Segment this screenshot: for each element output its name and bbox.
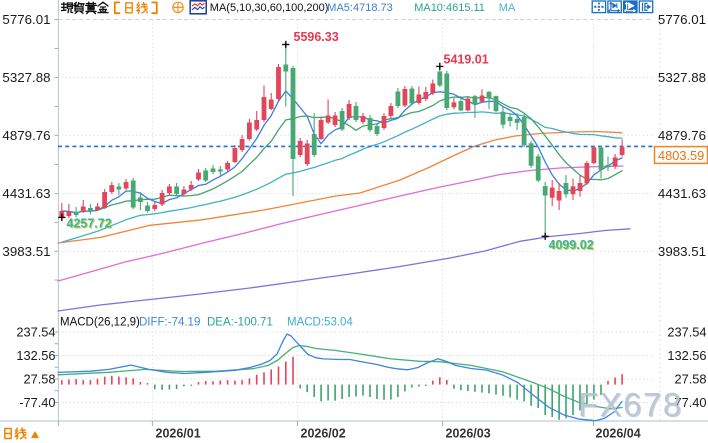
svg-text:5776.01: 5776.01 bbox=[658, 12, 706, 27]
svg-text:MA10:4615.11: MA10:4615.11 bbox=[414, 2, 485, 14]
svg-text:MACD(26,12,9): MACD(26,12,9) bbox=[60, 317, 140, 329]
svg-text:DIFF:-74.19: DIFF:-74.19 bbox=[139, 317, 200, 329]
svg-text:237.54: 237.54 bbox=[16, 325, 55, 340]
svg-text:5327.88: 5327.88 bbox=[2, 70, 50, 85]
svg-text:132.56: 132.56 bbox=[667, 348, 706, 363]
svg-text:237.54: 237.54 bbox=[667, 325, 706, 340]
svg-text:DEA:-100.71: DEA:-100.71 bbox=[207, 317, 273, 329]
svg-text:27.58: 27.58 bbox=[674, 372, 706, 387]
svg-text:4803.59: 4803.59 bbox=[658, 148, 704, 163]
svg-text:5776.01: 5776.01 bbox=[2, 12, 50, 27]
svg-text:4257.72: 4257.72 bbox=[67, 217, 112, 231]
svg-text:2026/04: 2026/04 bbox=[596, 427, 641, 441]
svg-text:27.58: 27.58 bbox=[23, 372, 55, 387]
svg-text:3983.51: 3983.51 bbox=[2, 244, 50, 259]
svg-text:FX678: FX678 bbox=[578, 386, 683, 423]
svg-text:-77.40: -77.40 bbox=[670, 395, 706, 410]
svg-text:MA(5,10,30,60,100,200): MA(5,10,30,60,100,200) bbox=[210, 2, 329, 14]
svg-text:2026/01: 2026/01 bbox=[156, 427, 201, 441]
svg-text:2026/02: 2026/02 bbox=[301, 427, 346, 441]
svg-text:2026/03: 2026/03 bbox=[446, 427, 491, 441]
svg-text:FX678: FX678 bbox=[579, 387, 684, 424]
svg-text:5327.88: 5327.88 bbox=[658, 70, 706, 85]
svg-text:4099.02: 4099.02 bbox=[549, 238, 594, 252]
svg-text:5596.33: 5596.33 bbox=[294, 30, 339, 44]
svg-text:MACD:53.04: MACD:53.04 bbox=[287, 317, 353, 329]
svg-text:4879.76: 4879.76 bbox=[658, 128, 706, 143]
svg-text:132.56: 132.56 bbox=[16, 348, 55, 363]
svg-text:4431.63: 4431.63 bbox=[658, 186, 706, 201]
svg-text:MA: MA bbox=[499, 2, 516, 14]
svg-text:4879.76: 4879.76 bbox=[2, 128, 50, 143]
svg-text:4257.72: 4257.72 bbox=[68, 218, 113, 232]
svg-text:-77.40: -77.40 bbox=[19, 395, 55, 410]
svg-text:4431.63: 4431.63 bbox=[2, 186, 50, 201]
svg-text:3983.51: 3983.51 bbox=[658, 244, 706, 259]
svg-text:5419.01: 5419.01 bbox=[444, 53, 489, 67]
svg-text:MA5:4718.73: MA5:4718.73 bbox=[327, 2, 392, 14]
svg-text:4099.02: 4099.02 bbox=[550, 239, 595, 253]
